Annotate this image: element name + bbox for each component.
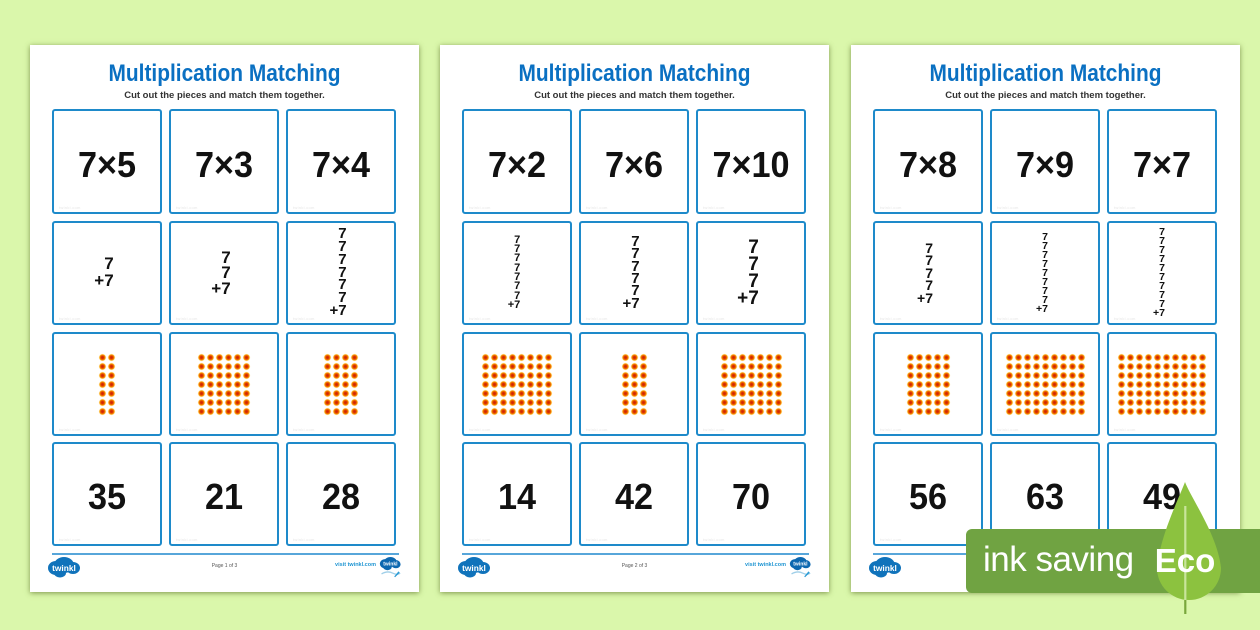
svg-text:twinkl: twinkl <box>383 562 398 568</box>
svg-text:twinkl: twinkl <box>793 562 808 568</box>
svg-text:twinkl: twinkl <box>873 563 897 573</box>
svg-text:twinkl: twinkl <box>52 563 76 573</box>
svg-text:twinkl: twinkl <box>462 563 486 573</box>
